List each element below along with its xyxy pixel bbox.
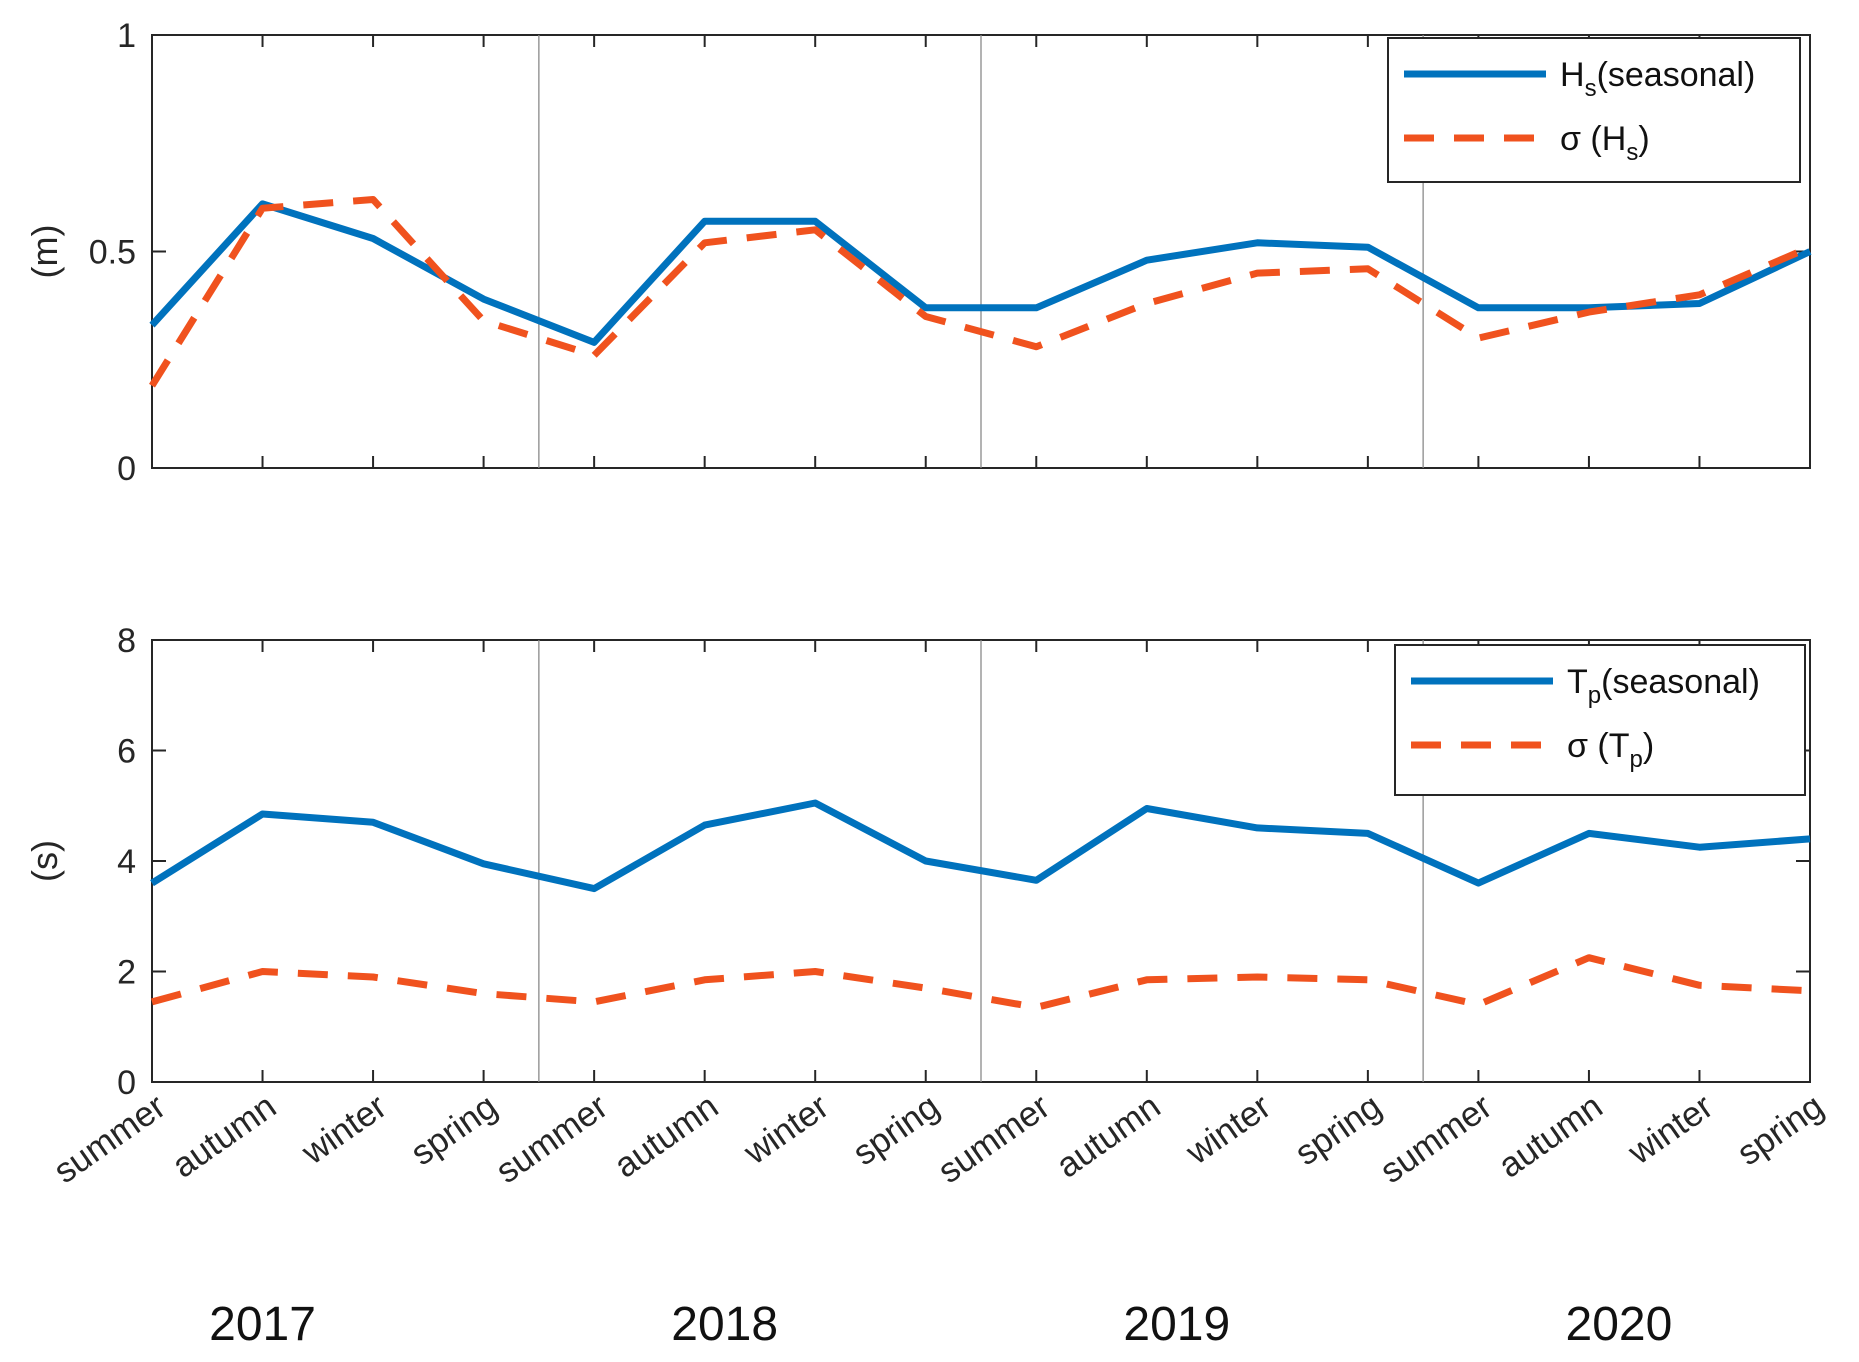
x-category-label: summer: [47, 1086, 173, 1191]
x-category-label: summer: [931, 1086, 1057, 1191]
series-line-1: [149, 200, 1812, 346]
y-tick-label: 2: [117, 954, 136, 992]
x-category-label: summer: [1373, 1086, 1499, 1191]
legend-box: [1387, 37, 1801, 183]
legend: Hs(seasonal) σ (Hs): [1387, 37, 1801, 183]
y-axis-label: (s): [24, 840, 65, 882]
x-category-label: summer: [489, 1086, 615, 1191]
legend-entry: σ (Hs): [1560, 120, 1650, 166]
year-label-2019: 2019: [1123, 1298, 1230, 1351]
x-category-label: autumn: [1049, 1087, 1167, 1186]
y-tick-label: 0: [117, 450, 136, 488]
year-label-2018: 2018: [671, 1298, 778, 1351]
x-category-label: winter: [1178, 1086, 1278, 1172]
x-category-label: winter: [1620, 1086, 1720, 1172]
y-axis-label: (m): [24, 225, 65, 279]
legend-entry: Tp(seasonal): [1567, 663, 1760, 709]
y-tick-label: 0: [117, 1064, 136, 1102]
y-tick-label: 1: [117, 17, 136, 55]
panel-1: 0 0.5 1 (m) Hs(seasonal) σ (Hs): [24, 17, 1812, 488]
y-tick-label: 8: [117, 622, 136, 660]
y-tick-label: 4: [117, 843, 136, 881]
y-tick-label: 0.5: [89, 234, 136, 272]
y-tick-label: 6: [117, 733, 136, 771]
legend-entry: Hs(seasonal): [1560, 56, 1755, 102]
year-label-2017: 2017: [209, 1298, 316, 1351]
x-category-label: winter: [294, 1086, 394, 1172]
legend-entry: σ (Tp): [1567, 727, 1654, 773]
series-line-2: [149, 196, 1812, 388]
x-category-label: winter: [736, 1086, 836, 1172]
year-label-2020: 2020: [1566, 1298, 1673, 1351]
x-category-label: spring: [1730, 1087, 1830, 1174]
x-category-label: autumn: [1492, 1087, 1610, 1186]
legend-box: [1394, 644, 1806, 796]
x-category-label: autumn: [607, 1087, 725, 1186]
series-line-2: [151, 954, 1811, 1011]
x-category-label: autumn: [165, 1087, 283, 1186]
series-line-1: [150, 799, 1811, 893]
legend: Tp(seasonal) σ (Tp): [1394, 644, 1806, 796]
